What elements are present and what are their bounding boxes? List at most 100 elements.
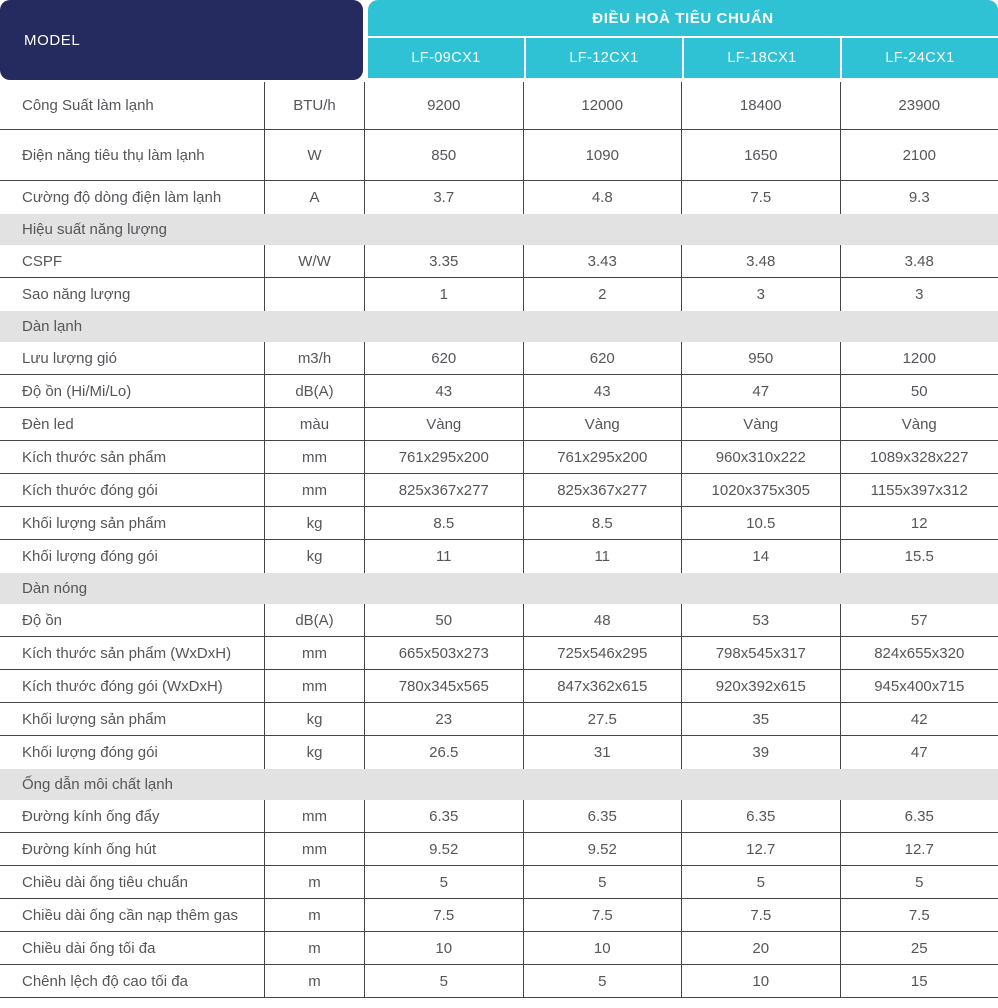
spec-value: 47 xyxy=(910,744,928,761)
spec-value: 25 xyxy=(910,939,928,957)
spec-value: 9.52 xyxy=(524,833,682,865)
spec-label: Kích thước đóng gói xyxy=(0,474,265,506)
spec-label: Sao năng lượng xyxy=(0,278,265,311)
table-header: MODEL ĐIỀU HOÀ TIÊU CHUẨN LF-09CX1 LF-12… xyxy=(0,0,998,80)
section-row: Ống dẫn môi chất lạnh xyxy=(0,769,998,800)
spec-value: 27.5 xyxy=(524,703,682,735)
spec-label: Kích thước sản phẩm xyxy=(0,441,265,473)
models-row: LF-09CX1 LF-12CX1 LF-18CX1 LF-24CX1 xyxy=(368,38,998,78)
spec-value: 761x295x200 xyxy=(524,441,682,473)
spec-value: 6.35 xyxy=(524,800,682,832)
spec-row: Khối lượng sản phẩm kg 8.5 8.5 10.5 12 xyxy=(0,507,998,540)
spec-value: 14 xyxy=(682,540,841,573)
spec-value: Vàng xyxy=(901,415,937,433)
section-label: Dàn lạnh xyxy=(22,318,83,335)
spec-label: CSPF xyxy=(0,245,265,277)
spec-unit: mm xyxy=(265,637,365,669)
spec-value: Vàng xyxy=(365,408,524,440)
spec-value: 47 xyxy=(682,375,841,407)
spec-row: Chênh lệch độ cao tối đa m 5 5 10 15 xyxy=(0,965,998,998)
model-label: MODEL xyxy=(24,31,81,49)
spec-value: 10 xyxy=(524,932,682,964)
model-column-header-1: LF-09CX1 xyxy=(411,50,481,66)
spec-label: Lưu lượng gió xyxy=(0,342,265,374)
spec-value: 3.7 xyxy=(365,181,524,214)
spec-row: Khối lượng đóng gói kg 11 11 14 15.5 xyxy=(0,540,998,573)
spec-row: Chiều dài ống tối đa m 10 10 20 25 xyxy=(0,932,998,965)
spec-value: 1 xyxy=(365,278,524,311)
spec-value: 1020x375x305 xyxy=(682,474,841,506)
spec-value: 620 xyxy=(365,342,524,374)
spec-row: Khối lượng đóng gói kg 26.5 31 39 47 xyxy=(0,736,998,769)
spec-value: 35 xyxy=(682,703,841,735)
group-header-cell: ĐIỀU HOÀ TIÊU CHUẨN LF-09CX1 LF-12CX1 LF… xyxy=(368,0,998,78)
spec-label: Cường độ dòng điện làm lạnh xyxy=(0,181,265,214)
spec-value: 620 xyxy=(524,342,682,374)
spec-label: Khối lượng đóng gói xyxy=(0,736,265,769)
spec-value: 5 xyxy=(682,866,841,898)
spec-unit: mm xyxy=(265,670,365,702)
model-column-header-4: LF-24CX1 xyxy=(840,38,998,78)
spec-label: Đường kính ống hút xyxy=(0,833,265,865)
spec-value: 1200 xyxy=(902,349,936,367)
spec-row: Sao năng lượng 1 2 3 3 xyxy=(0,278,998,311)
spec-value: 780x345x565 xyxy=(365,670,524,702)
spec-row: Độ ồn dB(A) 50 48 53 57 xyxy=(0,604,998,637)
model-column-header-2: LF-12CX1 xyxy=(524,38,682,78)
spec-unit: m xyxy=(265,899,365,931)
spec-unit: W xyxy=(265,130,365,180)
spec-row: Điện năng tiêu thụ làm lạnh W 850 1090 1650 2… xyxy=(0,130,998,181)
model-header-cell: MODEL xyxy=(0,0,363,80)
spec-value: 665x503x273 xyxy=(365,637,524,669)
spec-value: 10.5 xyxy=(682,507,841,539)
spec-value: 945x400x715 xyxy=(874,677,965,695)
spec-value: 5 xyxy=(365,866,524,898)
spec-value: 9.3 xyxy=(908,189,930,206)
spec-value: 31 xyxy=(524,736,682,769)
spec-unit: m xyxy=(265,965,365,997)
spec-table: Công Suất làm lạnh BTU/h 9200 12000 18400 239… xyxy=(0,82,998,998)
spec-value: 8.5 xyxy=(365,507,524,539)
spec-row: Lưu lượng gió m3/h 620 620 950 1200 xyxy=(0,342,998,375)
spec-value: 39 xyxy=(682,736,841,769)
spec-value: 5 xyxy=(524,965,682,997)
spec-value: 9200 xyxy=(365,82,524,129)
group-title: ĐIỀU HOÀ TIÊU CHUẨN xyxy=(368,0,998,38)
spec-label: Độ ồn xyxy=(0,604,265,636)
spec-value: 798x545x317 xyxy=(682,637,841,669)
spec-value: 7.5 xyxy=(682,899,841,931)
spec-value: 825x367x277 xyxy=(524,474,682,506)
spec-value: 725x546x295 xyxy=(524,637,682,669)
spec-value: 8.5 xyxy=(524,507,682,539)
spec-value: 9.52 xyxy=(365,833,524,865)
spec-value: 960x310x222 xyxy=(682,441,841,473)
spec-value: 3.48 xyxy=(904,252,934,270)
spec-value: 5 xyxy=(365,965,524,997)
spec-value: 23 xyxy=(365,703,524,735)
spec-value: 2100 xyxy=(902,146,936,164)
spec-value: 42 xyxy=(910,710,928,728)
spec-value: 3.48 xyxy=(682,245,841,277)
spec-value: 7.5 xyxy=(365,899,524,931)
spec-value: 2 xyxy=(524,278,682,311)
spec-row: Đèn led màu Vàng Vàng Vàng Vàng xyxy=(0,408,998,441)
spec-value: 43 xyxy=(524,375,682,407)
spec-value: 12.7 xyxy=(904,840,934,858)
spec-value: 18400 xyxy=(682,82,841,129)
spec-value: 53 xyxy=(682,604,841,636)
spec-label: Chiều dài ống cần nạp thêm gas xyxy=(0,899,265,931)
spec-value: 5 xyxy=(915,873,924,891)
spec-value: 12.7 xyxy=(682,833,841,865)
spec-value: 6.35 xyxy=(682,800,841,832)
spec-row: Cường độ dòng điện làm lạnh A 3.7 4.8 7.5 9.3 xyxy=(0,181,998,214)
spec-unit: dB(A) xyxy=(265,375,365,407)
spec-value: 15 xyxy=(910,972,928,990)
spec-row: Kích thước đóng gói (WxDxH) mm 780x345x565… xyxy=(0,670,998,703)
spec-unit: mm xyxy=(265,800,365,832)
spec-value: 10 xyxy=(682,965,841,997)
spec-label: Khối lượng sản phẩm xyxy=(0,703,265,735)
spec-value: 6.35 xyxy=(365,800,524,832)
spec-value: 761x295x200 xyxy=(365,441,524,473)
spec-unit: kg xyxy=(265,703,365,735)
spec-value: 23900 xyxy=(898,97,941,114)
